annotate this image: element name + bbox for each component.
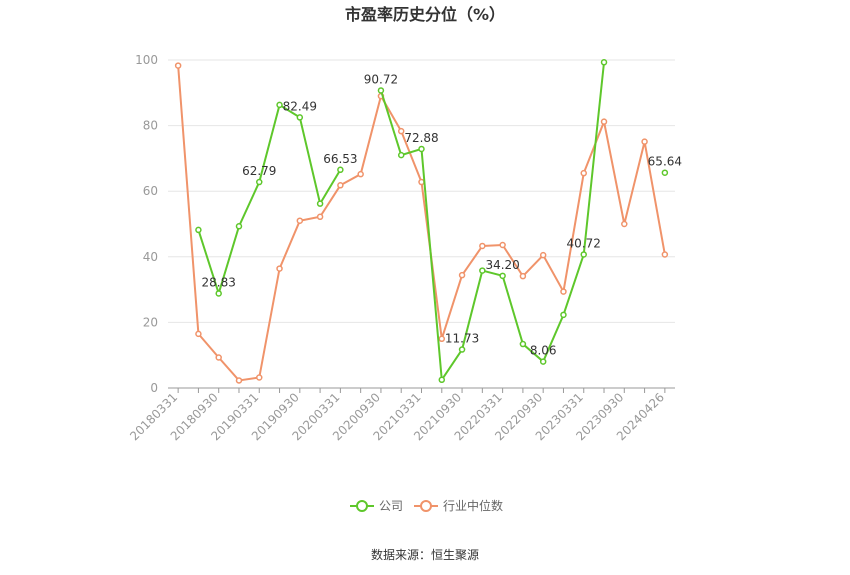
- series-line: [379, 62, 606, 383]
- legend-label: 公司: [379, 499, 403, 513]
- data-point: [377, 87, 385, 94]
- data-point: [215, 290, 222, 297]
- series-0: [195, 59, 669, 384]
- data-point: [397, 151, 405, 159]
- x-axis: 2018033120180930201903312019093020200331…: [127, 387, 675, 443]
- y-tick-label: 20: [143, 315, 158, 329]
- data-point: [600, 118, 608, 125]
- data-point: [641, 138, 648, 145]
- series-layer: [174, 59, 669, 384]
- chart-title: 市盈率历史分位（%）: [345, 5, 505, 24]
- legend-item-1[interactable]: 行业中位数: [414, 498, 503, 513]
- data-point: [438, 376, 446, 384]
- data-point: [397, 127, 405, 135]
- data-point: [296, 217, 304, 224]
- data-point: [316, 200, 324, 207]
- data-point: [296, 114, 304, 121]
- y-tick-label: 80: [143, 119, 158, 133]
- data-point: [539, 358, 547, 365]
- legend-marker: [356, 500, 368, 512]
- data-point: [499, 241, 506, 249]
- data-label: 82.49: [283, 99, 317, 113]
- data-label: 40.72: [567, 236, 601, 250]
- data-point: [235, 223, 243, 230]
- data-point: [195, 226, 202, 234]
- data-point: [539, 251, 547, 259]
- y-tick-label: 40: [143, 250, 158, 264]
- legend-marker: [420, 500, 432, 512]
- data-point: [256, 178, 263, 186]
- data-label: 11.73: [445, 332, 479, 346]
- data-point: [519, 340, 527, 348]
- data-point: [560, 311, 567, 319]
- series-line: [197, 103, 342, 297]
- data-point: [316, 213, 324, 221]
- data-point: [276, 265, 283, 272]
- data-point: [357, 170, 364, 178]
- legend[interactable]: 公司 行业中位数: [350, 498, 503, 513]
- data-point: [235, 377, 243, 384]
- data-point: [256, 374, 263, 381]
- series-line: [177, 65, 666, 382]
- grid-lines: [168, 59, 675, 323]
- data-point: [215, 354, 222, 361]
- data-label: 28.83: [202, 275, 236, 289]
- data-point: [621, 220, 628, 228]
- source-note: 数据来源：恒生聚源: [371, 547, 479, 562]
- data-labels: 28.83 62.79 82.49 66.53 90.72 72.88 11.73 34.20…: [202, 72, 683, 357]
- data-point: [661, 169, 669, 176]
- legend-item-0[interactable]: 公司: [350, 499, 403, 513]
- data-point: [174, 62, 182, 69]
- data-point: [337, 166, 344, 174]
- data-point: [458, 271, 466, 279]
- data-point: [600, 59, 608, 66]
- data-point: [418, 145, 425, 153]
- data-point: [479, 242, 486, 250]
- data-point: [438, 335, 446, 343]
- data-label: 34.20: [485, 258, 519, 272]
- data-label: 66.53: [323, 152, 357, 166]
- data-point: [479, 267, 486, 274]
- data-point: [195, 330, 202, 338]
- legend-label: 行业中位数: [443, 498, 503, 513]
- data-point: [458, 346, 466, 353]
- data-label: 72.88: [404, 131, 438, 145]
- data-label: 90.72: [364, 72, 398, 86]
- data-label: 62.79: [242, 164, 276, 178]
- data-point: [276, 101, 283, 109]
- data-point: [661, 251, 669, 258]
- data-point: [499, 272, 506, 280]
- data-point: [560, 288, 567, 295]
- y-tick-label: 60: [143, 184, 158, 198]
- data-point: [519, 272, 527, 280]
- data-point: [580, 251, 587, 258]
- data-point: [580, 169, 587, 177]
- data-label: 65.64: [648, 155, 682, 169]
- y-tick-label: 0: [150, 381, 158, 395]
- series-1: [174, 62, 669, 384]
- data-point: [337, 182, 344, 189]
- y-axis: 0 20 40 60 80 100: [135, 53, 158, 395]
- y-tick-label: 100: [135, 53, 158, 67]
- data-label: 8.06: [530, 344, 557, 358]
